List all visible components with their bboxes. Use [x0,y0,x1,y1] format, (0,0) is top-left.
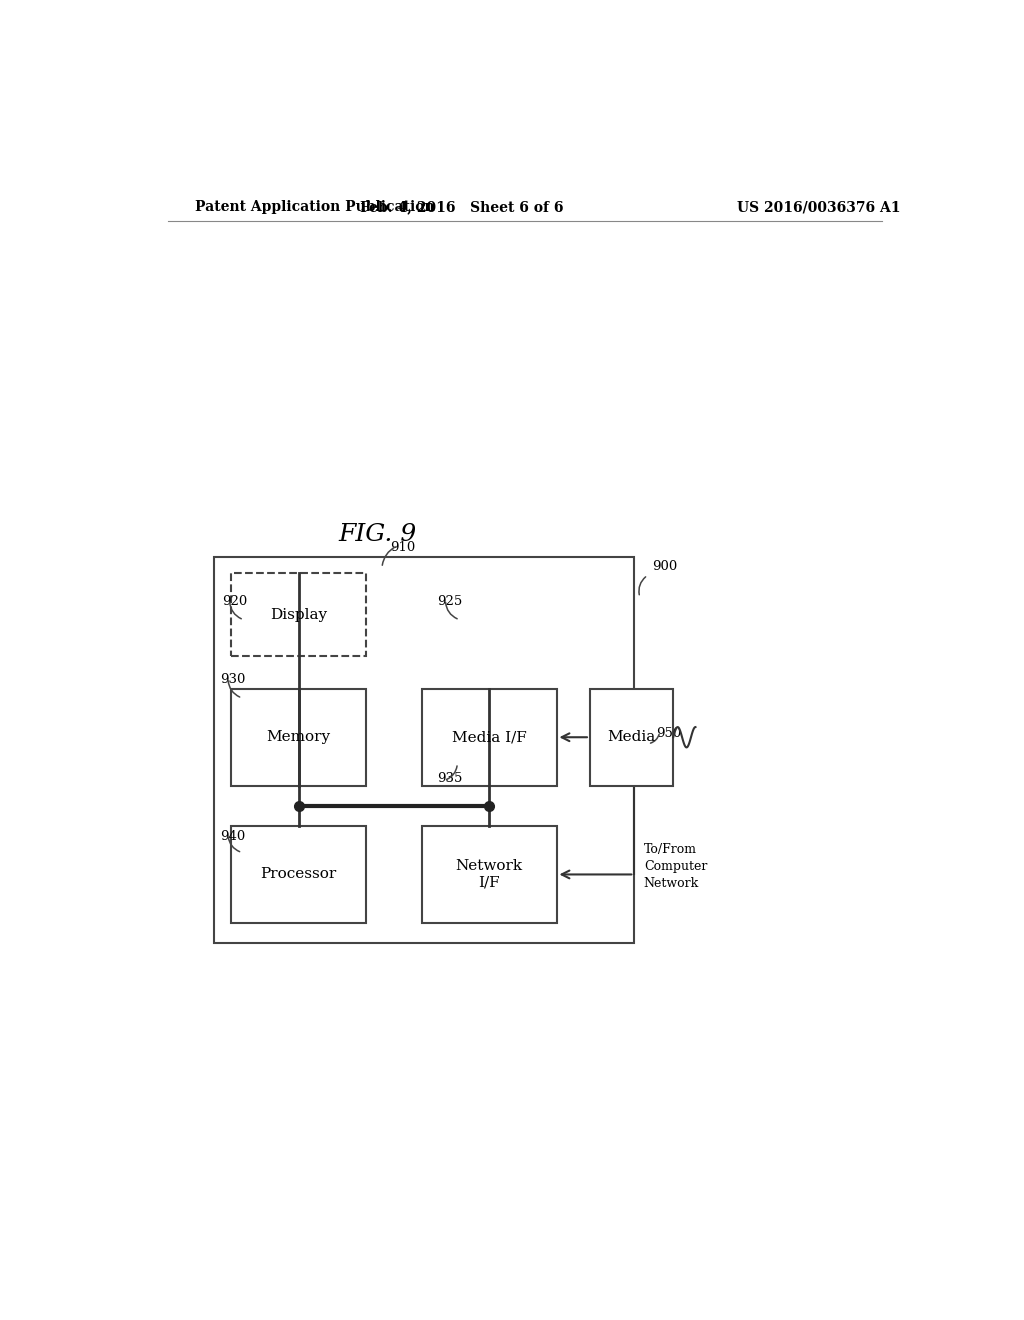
Text: 950: 950 [655,727,681,741]
Text: 925: 925 [437,595,463,609]
Text: Network
I/F: Network I/F [456,859,522,890]
Text: Feb. 4, 2016   Sheet 6 of 6: Feb. 4, 2016 Sheet 6 of 6 [359,201,563,214]
Bar [231,689,367,785]
Bar [231,826,367,923]
Bar [231,573,367,656]
Bar [422,826,557,923]
Bar [590,689,673,785]
Text: Memory: Memory [266,730,331,744]
Text: 910: 910 [390,541,415,554]
Text: Patent Application Publication: Patent Application Publication [196,201,435,214]
Text: Processor: Processor [260,867,337,882]
Text: Computer: Computer [644,859,708,873]
Text: To/From: To/From [644,842,697,855]
Text: Network: Network [644,876,699,890]
Text: 930: 930 [220,673,246,686]
Text: 920: 920 [221,595,247,609]
Text: Media: Media [607,730,655,744]
Text: Display: Display [270,607,328,622]
Text: 935: 935 [437,772,463,785]
Text: 900: 900 [652,561,677,573]
Text: 940: 940 [220,830,246,843]
Bar [214,557,634,942]
Text: Media I/F: Media I/F [452,730,526,744]
Text: FIG. 9: FIG. 9 [339,523,417,546]
Bar [422,689,557,785]
Text: US 2016/0036376 A1: US 2016/0036376 A1 [736,201,900,214]
